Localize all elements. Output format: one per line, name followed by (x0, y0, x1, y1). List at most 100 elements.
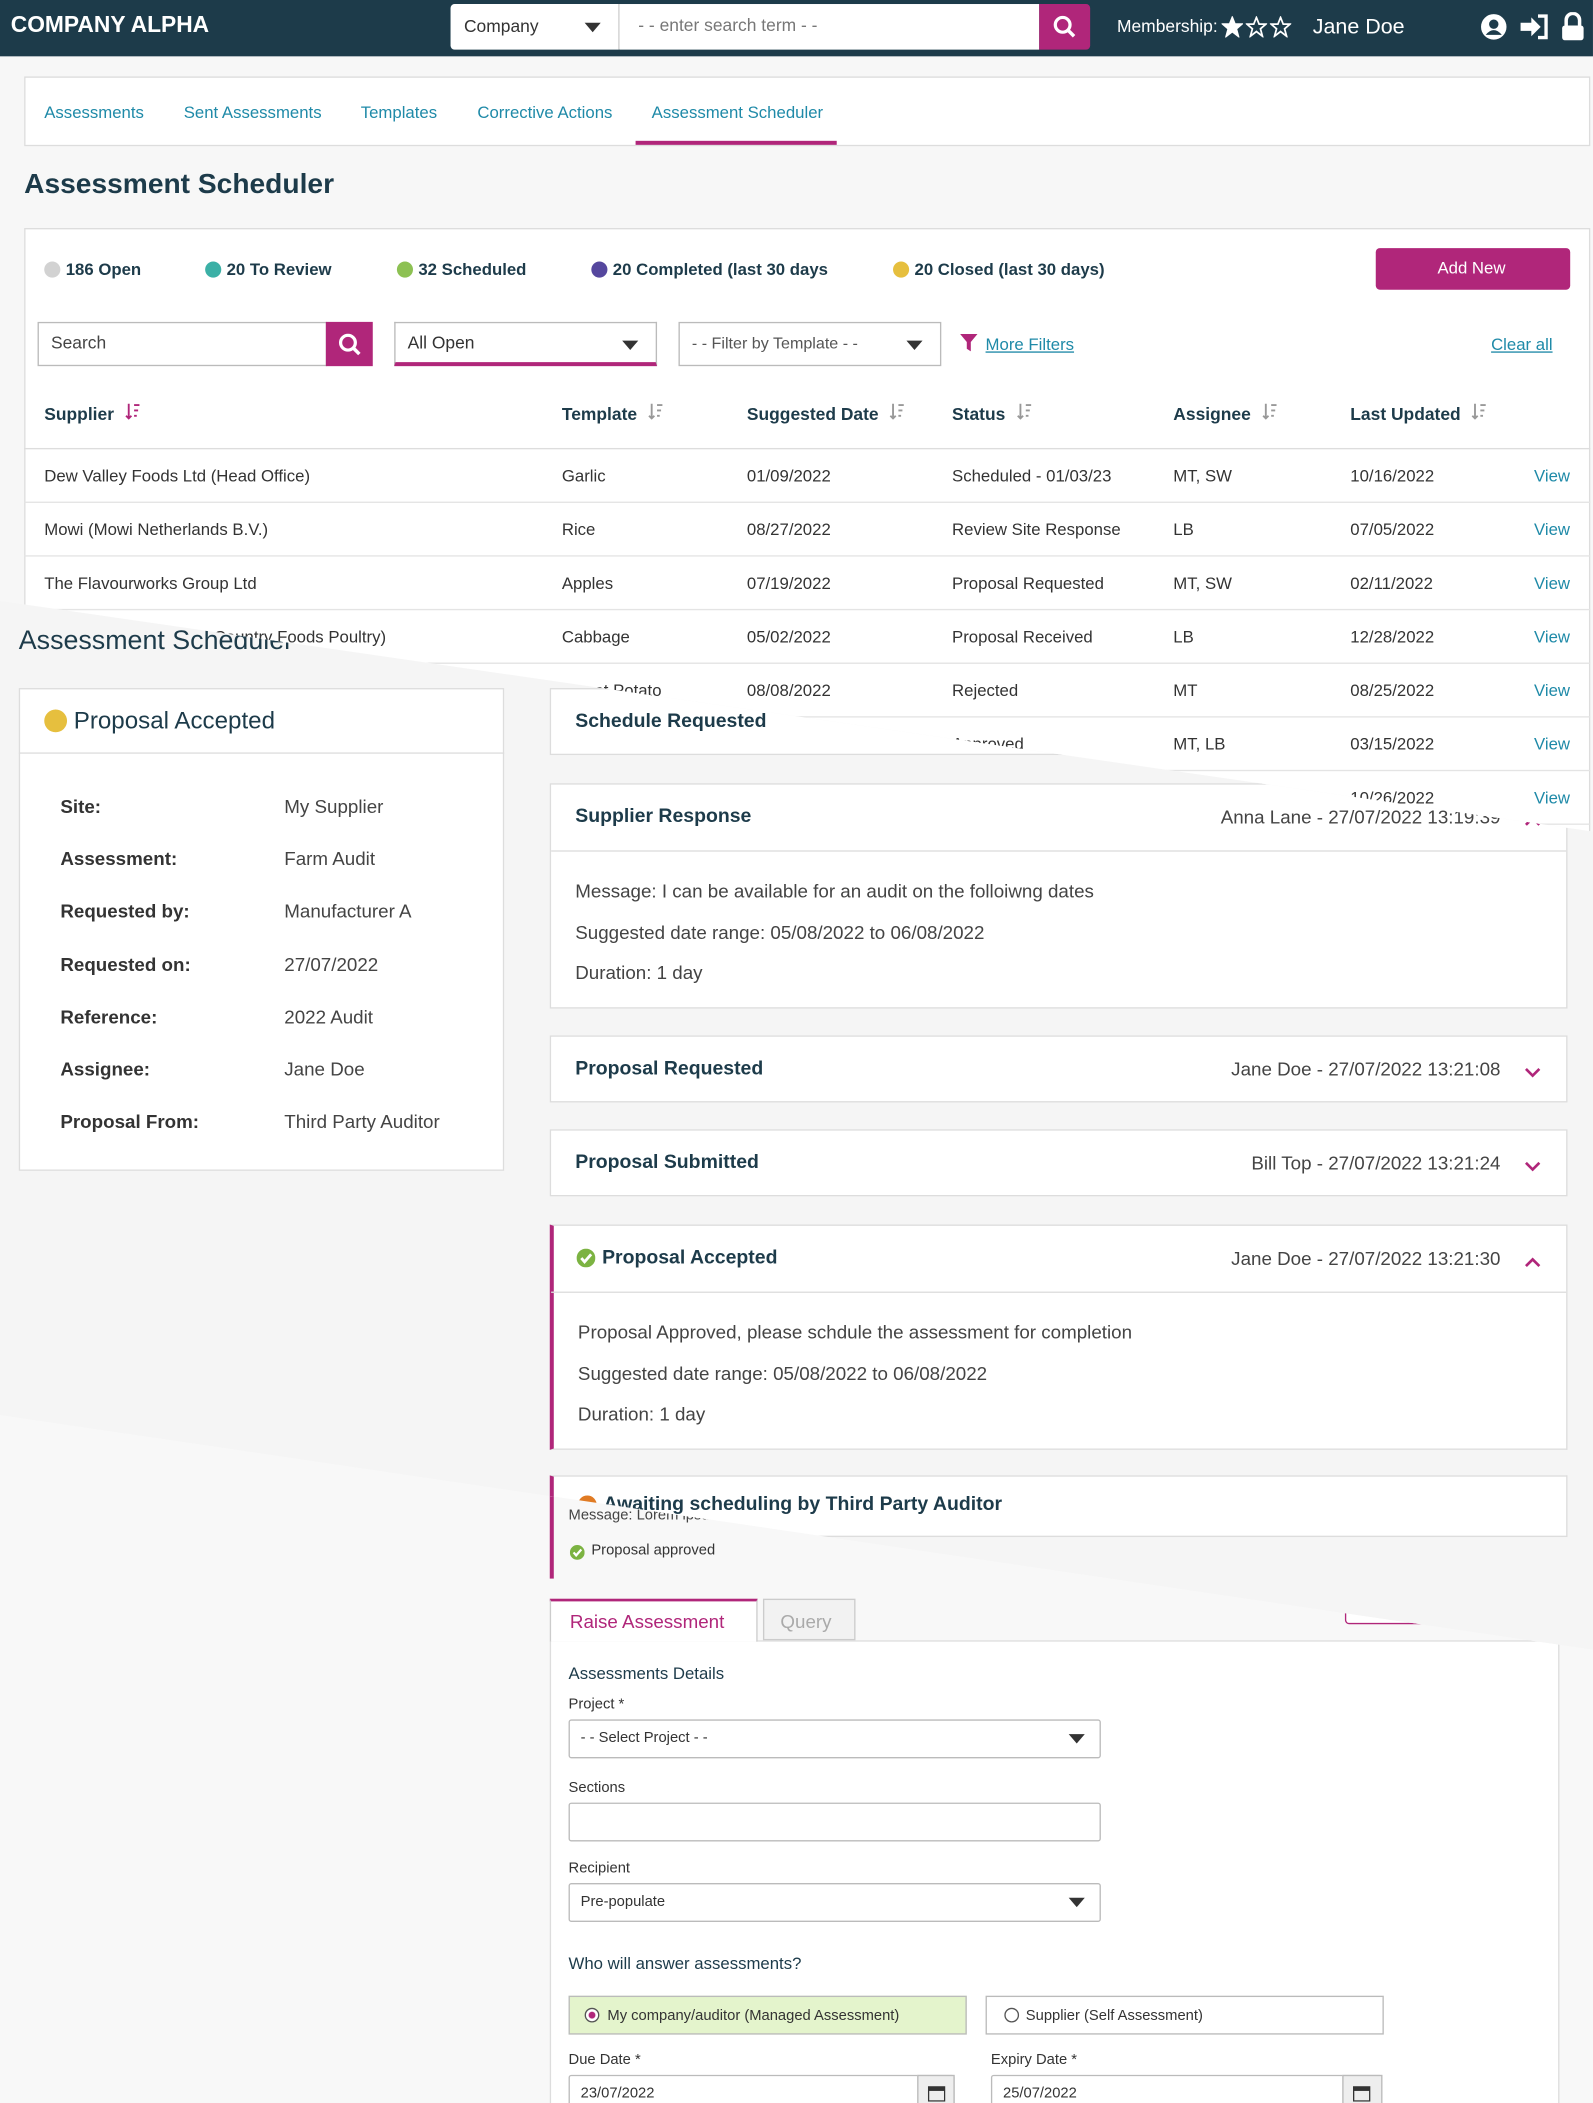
field-value: 2022 Audit (284, 1005, 374, 1028)
table-cell: 05/02/2022 (746, 627, 831, 647)
detail-status: Proposal Accepted (73, 706, 276, 734)
timeline-card (549, 1129, 1568, 1197)
search-input[interactable] (619, 4, 1040, 50)
column-header[interactable]: Suggested Date (747, 402, 906, 426)
column-header[interactable]: Template (562, 402, 664, 426)
field-value: Manufacturer A (284, 900, 412, 922)
column-header[interactable]: Status (952, 402, 1032, 426)
input-field[interactable] (990, 2074, 1383, 2103)
nav-tab[interactable]: Corrective Actions (477, 103, 613, 123)
filter-icon (960, 333, 978, 352)
search-field-button[interactable] (325, 321, 373, 367)
tab-query[interactable] (762, 1598, 856, 1641)
option-managed[interactable] (568, 1995, 967, 2035)
field-value: Third Party Auditor (284, 1110, 440, 1133)
sort-icon (648, 402, 664, 426)
status-dot (893, 261, 910, 278)
column-header[interactable]: Last Updated (1350, 402, 1487, 426)
status-filter-value: All Open (407, 332, 475, 353)
table-cell: Scheduled - 01/03/23 (952, 466, 1112, 486)
chevron (1523, 1062, 1542, 1078)
field-label: Sections (568, 1779, 626, 1796)
profile-icon (1480, 13, 1507, 40)
view-link[interactable]: View (1533, 788, 1571, 808)
table-cell: 07/05/2022 (1350, 520, 1435, 540)
table-cell: 08/08/2022 (746, 681, 831, 701)
table-cell: Review Site Response (952, 520, 1121, 540)
template-filter[interactable] (678, 321, 942, 367)
tab-raise[interactable] (549, 1598, 758, 1642)
view-link[interactable]: View (1533, 734, 1571, 754)
table-cell: Dew Valley Foods Ltd (Head Office) (44, 466, 311, 486)
clear-all-link[interactable]: Clear all (1491, 335, 1553, 355)
view-link[interactable]: View (1533, 520, 1571, 540)
status-count[interactable]: 20 Completed (last 30 days (612, 260, 828, 279)
view-link[interactable]: View (1533, 627, 1571, 647)
timeline-line: Duration: 1 day (577, 1402, 706, 1425)
view-link[interactable]: View (1533, 681, 1571, 701)
more-filters-link[interactable]: More Filters (985, 335, 1075, 355)
timeline-divider (551, 850, 1567, 852)
table-cell: 12/28/2022 (1350, 627, 1435, 647)
table-cell: LB (1173, 627, 1194, 647)
status-count[interactable]: 186 Open (65, 260, 142, 279)
table-cell: Proposal Received (952, 627, 1093, 647)
input-field[interactable] (568, 1802, 1101, 1842)
user-name: Jane Doe (1312, 16, 1405, 39)
column-header-label: Template (561, 403, 638, 424)
timeline-title[interactable]: Awaiting scheduling by Third Party Audit… (603, 1494, 1003, 1516)
timeline-title[interactable]: Schedule Requested (575, 710, 767, 733)
nav-tab[interactable]: Templates (360, 103, 438, 123)
table-cell: 02/11/2022 (1350, 574, 1433, 593)
column-header-label: Status (952, 403, 1006, 424)
row-divider (24, 501, 1591, 503)
timeline-title[interactable]: Supplier Response (575, 806, 752, 828)
tab-query-label[interactable]: Query (780, 1610, 832, 1633)
input-field[interactable] (568, 2074, 955, 2103)
calendar-button[interactable] (917, 2074, 955, 2103)
column-header[interactable]: Assignee (1173, 402, 1277, 426)
sort-icon (125, 402, 141, 426)
row-divider (24, 662, 1591, 664)
membership-star (1220, 15, 1244, 39)
timeline-title[interactable]: Proposal Accepted (602, 1247, 778, 1269)
timeline-title[interactable]: Proposal Submitted (575, 1152, 759, 1174)
status-count[interactable]: 20 To Review (226, 260, 332, 279)
add-new-label[interactable]: Add New (1437, 258, 1506, 278)
search-scope: Company (463, 16, 539, 37)
tab-raise-label[interactable]: Raise Assessment (569, 1610, 725, 1633)
search-button[interactable] (1039, 4, 1091, 50)
nav-tab[interactable]: Assessments (44, 103, 144, 123)
view-link[interactable]: View (1533, 574, 1571, 593)
field-label: Recipient (568, 1860, 631, 1877)
input-field[interactable] (568, 1883, 1101, 1922)
row-divider (24, 716, 1591, 718)
input-field[interactable] (568, 1719, 1101, 1759)
search-field-placeholder: Search (50, 332, 107, 353)
timeline-meta: Bill Top - 27/07/2022 13:21:24 (1251, 1152, 1501, 1174)
dropdown-caret (584, 22, 601, 33)
timeline-card (549, 1224, 1568, 1450)
proposal-note: Proposal approved (591, 1542, 716, 1559)
nav-tab[interactable]: Assessment Scheduler (651, 103, 824, 123)
dropdown-caret (1068, 1734, 1085, 1744)
field-label: Proposal From: (60, 1110, 200, 1133)
column-header[interactable]: Supplier (44, 402, 141, 426)
status-count[interactable]: 32 Scheduled (418, 260, 527, 279)
sort-icon (1262, 402, 1278, 426)
status-count[interactable]: 20 Closed (last 30 days) (914, 260, 1105, 279)
timeline-title[interactable]: Proposal Requested (575, 1058, 764, 1080)
timeline-meta: Jane Doe - 27/07/2022 13:21:30 (1231, 1247, 1501, 1269)
search-field[interactable] (37, 321, 328, 367)
template-filter-value: - - Filter by Template - - (691, 333, 858, 353)
add-new-button[interactable] (1375, 248, 1571, 290)
status-dot (591, 261, 608, 278)
option-self[interactable] (985, 1995, 1384, 2035)
status-dot (396, 261, 413, 278)
view-link[interactable]: View (1533, 466, 1571, 486)
membership-label: Membership: (1116, 16, 1218, 37)
status-filter[interactable] (394, 321, 658, 367)
note-bar (549, 1475, 554, 1579)
nav-tab[interactable]: Sent Assessments (183, 103, 322, 123)
